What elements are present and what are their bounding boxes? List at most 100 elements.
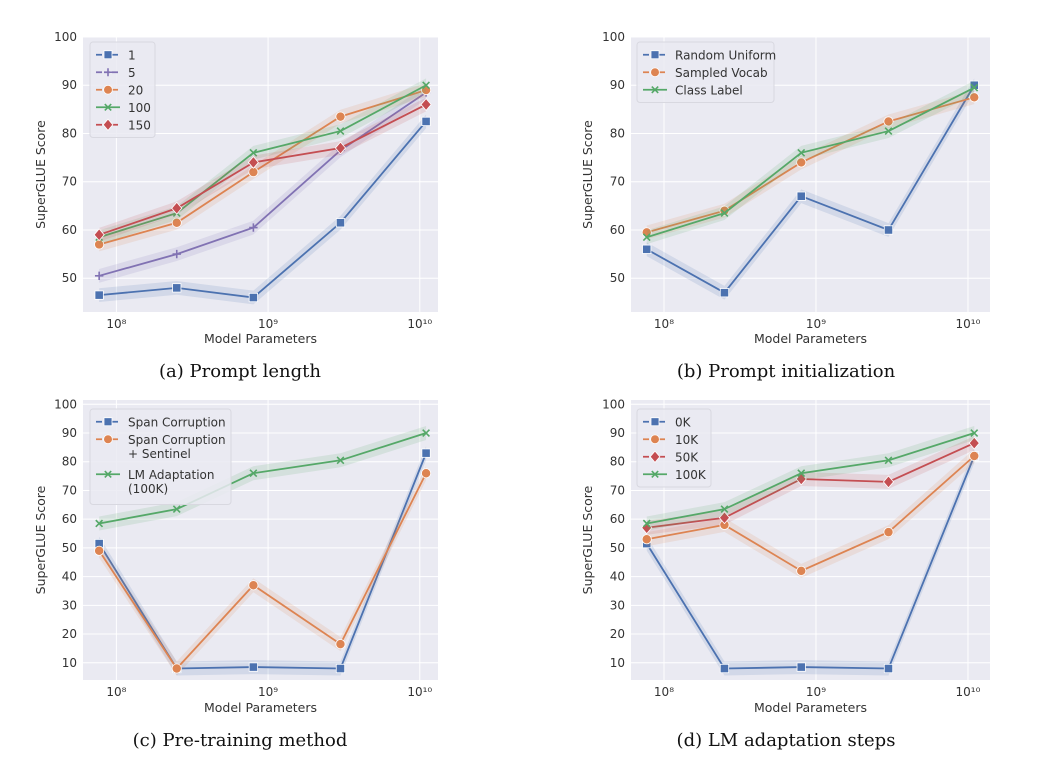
legend-item: 150 xyxy=(96,118,151,132)
legend-item: 100 xyxy=(96,101,151,115)
y-tick-label: 100 xyxy=(54,30,77,44)
y-tick-label: 60 xyxy=(62,223,77,237)
y-axis-label: SuperGLUE Score xyxy=(33,485,48,594)
y-tick-label: 90 xyxy=(62,78,77,92)
data-point xyxy=(642,233,651,242)
data-point xyxy=(93,228,105,242)
data-point xyxy=(969,80,979,90)
series-150 xyxy=(93,97,432,242)
legend-item: Random Uniform xyxy=(643,48,776,62)
data-point xyxy=(970,429,979,437)
data-point xyxy=(797,469,806,478)
subplot-d: 10 20 30 40 50 60 70 80 90 100 10⁸ 10⁹ 10¹⁰ 0K 10K 50K 1… xyxy=(580,397,990,751)
legend-label: Span Corruption xyxy=(128,415,226,429)
confidence-band xyxy=(646,90,975,240)
data-point xyxy=(421,448,431,458)
subplot-caption: (c) Pre-training method xyxy=(133,730,348,751)
legend-label: Span Corruption + Sentinel xyxy=(128,433,226,461)
legend-label: Class Label xyxy=(675,83,743,97)
subplot-a: 50 60 70 80 90 100 10⁸ 10⁹ 10¹⁰ 1 5 20 100 150 Model P… xyxy=(33,30,438,382)
y-tick-label: 80 xyxy=(62,126,77,140)
legend-label: 150 xyxy=(128,118,151,132)
subplot-caption: (b) Prompt initialization xyxy=(677,361,896,382)
legend-label-line: Random Uniform xyxy=(675,48,776,62)
legend-item: LM Adaptation (100K) xyxy=(96,468,214,496)
y-tick-label: 40 xyxy=(62,570,77,584)
data-point xyxy=(968,436,980,450)
data-point xyxy=(249,469,258,478)
x-axis-label: Model Parameters xyxy=(754,700,867,715)
subplot-c: 10 20 30 40 50 60 70 80 90 100 10⁸ 10⁹ 10¹⁰ Span Corr… xyxy=(33,397,438,751)
data-point xyxy=(94,271,104,281)
y-tick-label: 80 xyxy=(610,455,625,469)
data-point xyxy=(248,292,258,303)
data-point xyxy=(171,663,182,674)
data-point xyxy=(172,505,181,514)
y-tick-label: 60 xyxy=(610,512,625,526)
legend-label: LM Adaptation (100K) xyxy=(128,468,214,496)
y-tick-label: 10 xyxy=(62,656,77,670)
x-tick-label: 10⁹ xyxy=(258,685,278,699)
legend-item: 10K xyxy=(643,433,699,447)
legend-label-line: 1 xyxy=(128,48,136,62)
legend: 1 5 20 100 150 xyxy=(89,41,156,138)
data-point xyxy=(883,527,894,538)
data-point xyxy=(641,534,652,545)
y-tick-label: 70 xyxy=(610,483,625,497)
x-axis-label: Model Parameters xyxy=(204,331,317,346)
data-point xyxy=(642,519,651,528)
data-point xyxy=(420,98,432,112)
legend-box xyxy=(636,408,712,488)
legend-label-line: 150 xyxy=(128,118,151,132)
legend-marker xyxy=(651,85,659,94)
y-axis-label: SuperGLUE Score xyxy=(33,120,48,229)
legend-item: Span Corruption xyxy=(96,415,226,429)
data-point xyxy=(718,511,731,525)
legend-item: Span Corruption + Sentinel xyxy=(96,433,226,461)
legend-label-line: Span Corruption xyxy=(128,433,226,447)
legend-label: Random Uniform xyxy=(675,48,776,62)
data-point xyxy=(422,429,431,437)
legend-label: Sampled Vocab xyxy=(675,66,768,80)
y-tick-label: 60 xyxy=(62,512,77,526)
x-tick-label: 10⁸ xyxy=(654,317,674,331)
data-point xyxy=(720,209,729,218)
legend-item: Class Label xyxy=(643,83,743,97)
y-tick-label: 70 xyxy=(62,175,77,189)
legend-marker xyxy=(651,470,659,479)
legend-label-line: 10K xyxy=(675,433,699,447)
legend-label: 1 xyxy=(128,48,136,62)
legend-label-line: Class Label xyxy=(675,83,743,97)
data-point xyxy=(172,249,181,259)
data-point xyxy=(336,456,345,465)
legend-marker xyxy=(103,84,113,95)
y-axis-label: SuperGLUE Score xyxy=(580,485,595,594)
data-point xyxy=(335,218,346,228)
series-100k xyxy=(642,426,979,531)
legend-label-line: 0K xyxy=(675,415,692,429)
data-point xyxy=(719,663,730,674)
data-point xyxy=(171,217,182,228)
legend-label: 100K xyxy=(675,468,707,482)
y-tick-label: 10 xyxy=(610,656,625,670)
data-point xyxy=(797,148,806,157)
series-span-corruption-sentinel xyxy=(94,466,432,676)
y-tick-label: 70 xyxy=(62,483,77,497)
legend-marker xyxy=(650,434,660,445)
data-point xyxy=(642,244,652,254)
y-tick-label: 90 xyxy=(610,426,625,440)
legend-label-line: 50K xyxy=(675,450,699,464)
legend-label-line: + Sentinel xyxy=(128,447,191,461)
x-tick-label: 10⁹ xyxy=(806,685,826,699)
legend-label: 100 xyxy=(128,101,151,115)
legend-item: Sampled Vocab xyxy=(643,66,768,80)
series-100 xyxy=(95,78,431,245)
data-point xyxy=(171,201,183,215)
legend-box xyxy=(89,41,156,138)
legend-item: 1 xyxy=(96,48,136,62)
legend-item: 5 xyxy=(96,66,136,80)
legend-marker xyxy=(649,450,661,463)
data-point xyxy=(249,148,258,157)
data-point xyxy=(884,456,893,465)
